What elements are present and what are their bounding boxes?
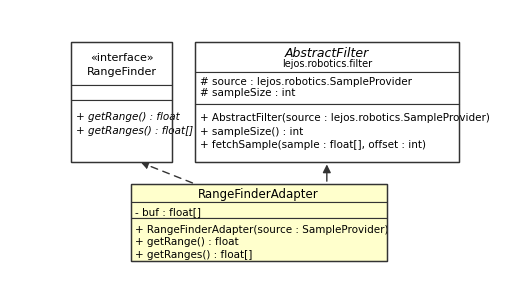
Bar — [71, 85, 172, 100]
Text: RangeFinderAdapter: RangeFinderAdapter — [198, 188, 319, 201]
Bar — [195, 72, 459, 104]
Text: + RangeFinderAdapter(source : SampleProvider): + RangeFinderAdapter(source : SampleProv… — [135, 225, 389, 235]
Text: # source : lejos.robotics.SampleProvider: # source : lejos.robotics.SampleProvider — [200, 77, 412, 87]
Text: + AbstractFilter(source : lejos.robotics.SampleProvider): + AbstractFilter(source : lejos.robotics… — [200, 113, 489, 123]
Text: + getRanges() : float[]: + getRanges() : float[] — [135, 250, 253, 260]
Text: + getRange() : float: + getRange() : float — [135, 237, 239, 247]
Text: RangeFinder: RangeFinder — [87, 67, 156, 76]
Text: «interface»: «interface» — [90, 53, 153, 63]
Bar — [131, 184, 387, 261]
Text: AbstractFilter: AbstractFilter — [285, 47, 369, 60]
Text: lejos.robotics.filter: lejos.robotics.filter — [282, 59, 372, 69]
Bar — [131, 218, 387, 261]
Bar — [131, 203, 387, 218]
Text: # sampleSize : int: # sampleSize : int — [200, 88, 295, 98]
Text: + sampleSize() : int: + sampleSize() : int — [200, 127, 303, 137]
Text: + getRange() : float: + getRange() : float — [76, 112, 180, 122]
Bar — [131, 184, 387, 203]
Bar — [71, 42, 172, 162]
Bar — [195, 42, 459, 162]
Text: - buf : float[]: - buf : float[] — [135, 207, 201, 217]
Text: + getRanges() : float[]: + getRanges() : float[] — [76, 126, 193, 136]
Text: + fetchSample(sample : float[], offset : int): + fetchSample(sample : float[], offset :… — [200, 141, 426, 150]
Bar — [71, 100, 172, 162]
Bar — [71, 42, 172, 85]
Bar — [195, 104, 459, 162]
Bar — [195, 42, 459, 72]
